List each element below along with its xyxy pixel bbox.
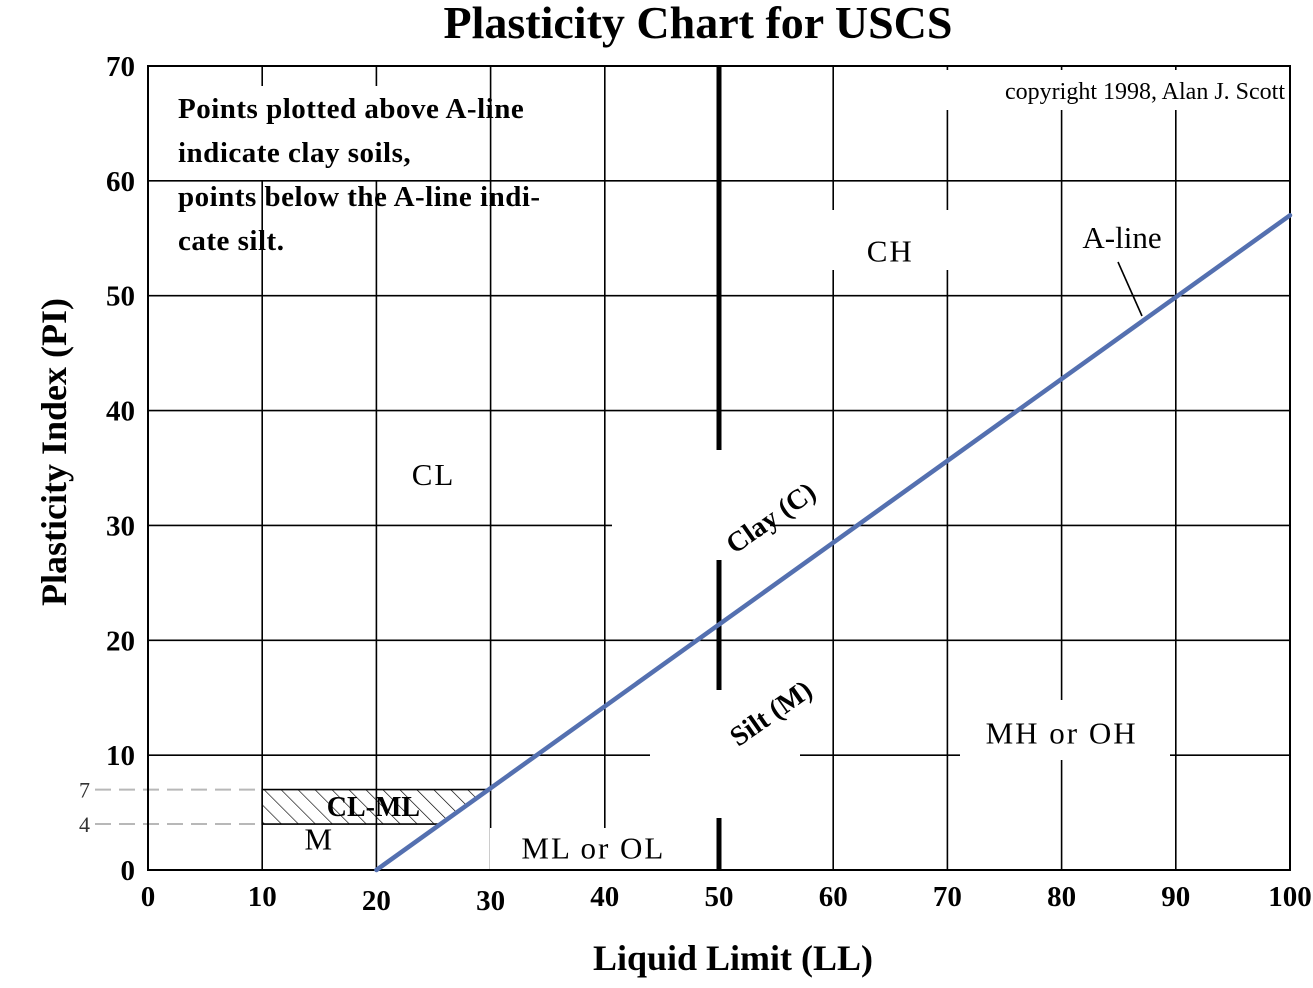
x-tick-label: 40 (590, 881, 619, 913)
x-tick-label: 50 (705, 881, 734, 913)
y-axis-label: Plasticity Index (PI) (34, 298, 74, 606)
y-extra-tick-label: 7 (79, 778, 90, 803)
a-line (374, 213, 1293, 873)
label-background (915, 70, 1285, 110)
y-tick-label: 50 (106, 281, 135, 313)
y-tick-label: 70 (106, 51, 135, 83)
y-tick-label: 0 (121, 855, 136, 887)
zone-label: ML or OL (521, 831, 665, 866)
label-background (490, 828, 670, 870)
x-tick-label: 80 (1047, 881, 1076, 913)
y-tick-label: 20 (106, 625, 135, 657)
x-tick-label: 20 (362, 885, 391, 917)
plot-frame (147, 65, 1291, 871)
y-extra-tick-label: 4 (79, 812, 90, 837)
zone-label: CL (412, 457, 456, 492)
copyright-text: copyright 1998, Alan J. Scott (1005, 79, 1285, 105)
label-background (960, 700, 1170, 760)
a-line-label: A-line (1082, 220, 1161, 255)
label-background (1068, 218, 1175, 260)
x-axis-label: Liquid Limit (LL) (593, 938, 873, 978)
label-background (800, 210, 960, 270)
y-tick-label: 40 (106, 396, 135, 428)
x-tick-label: 70 (933, 881, 962, 913)
label-background (172, 86, 475, 180)
x-tick-label: 0 (141, 881, 156, 913)
label-background (612, 440, 770, 560)
zone-label: MH or OH (986, 716, 1138, 751)
x-tick-label: 30 (476, 885, 505, 917)
y-tick-label: 30 (106, 510, 135, 542)
note-line: Points plotted above A-line (178, 93, 524, 125)
x-tick-label: 100 (1268, 881, 1312, 913)
y-tick-label: 10 (106, 740, 135, 772)
zone-label: CH (867, 233, 914, 268)
label-background (650, 648, 800, 760)
a-line-leader (1117, 261, 1143, 317)
zone-label: M (305, 821, 335, 856)
x-tick-label: 60 (819, 881, 848, 913)
note-line: points below the A-line indi- (178, 181, 541, 213)
chart-title: Plasticity Chart for USCS (444, 0, 953, 48)
x-tick-label: 90 (1161, 881, 1190, 913)
note-line: indicate clay soils, (178, 137, 411, 169)
x-tick-label: 10 (248, 881, 277, 913)
cl-ml-label: CL-ML (327, 792, 420, 823)
note-line: cate silt. (178, 225, 284, 257)
y-tick-label: 60 (106, 166, 135, 198)
